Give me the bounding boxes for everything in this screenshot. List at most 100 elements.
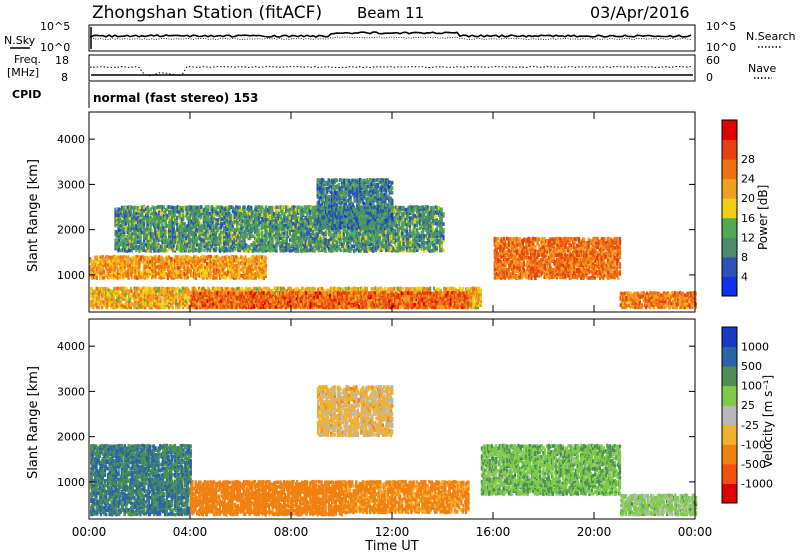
echo-cell bbox=[99, 263, 102, 268]
echo-cell bbox=[323, 301, 326, 305]
echo-cell bbox=[104, 261, 108, 265]
echo-cell bbox=[225, 300, 228, 305]
echo-cell bbox=[213, 295, 216, 300]
echo-cell bbox=[131, 268, 134, 272]
nsky-tick-bottom: 10^0 bbox=[40, 41, 70, 54]
echo-cell bbox=[195, 299, 198, 303]
echo-cell bbox=[477, 286, 480, 291]
echo-cell bbox=[185, 261, 188, 265]
echo-cell bbox=[173, 298, 176, 303]
echo-cell bbox=[385, 305, 388, 309]
echo-cell bbox=[218, 299, 221, 304]
echo-cell bbox=[166, 286, 169, 291]
echo-cell bbox=[256, 303, 260, 307]
echo-cell bbox=[186, 267, 189, 272]
echo-cell bbox=[94, 269, 97, 273]
echo-cell bbox=[298, 303, 301, 307]
echo-cell bbox=[170, 291, 173, 296]
echo-cell bbox=[96, 255, 99, 260]
echo-cell bbox=[215, 263, 218, 268]
echo-cell bbox=[467, 289, 470, 293]
echo-cell bbox=[338, 292, 341, 296]
echo-cell bbox=[357, 299, 360, 303]
echo-cell bbox=[240, 255, 243, 259]
echo-cell bbox=[193, 275, 196, 280]
echo-cell bbox=[500, 267, 503, 272]
echo-cell bbox=[108, 303, 111, 308]
echo-cell bbox=[154, 286, 158, 291]
echo-cell bbox=[376, 299, 379, 304]
echo-cell bbox=[106, 260, 109, 264]
echo-cell bbox=[470, 291, 473, 295]
echo-cell bbox=[188, 299, 192, 303]
echo-cell bbox=[276, 286, 279, 291]
echo-cell bbox=[122, 297, 125, 301]
echo-cell bbox=[280, 288, 283, 293]
echo-cell bbox=[227, 293, 230, 298]
nave-tick-bottom: 0 bbox=[706, 71, 713, 84]
echo-cell bbox=[264, 267, 267, 272]
echo-cell bbox=[262, 299, 265, 303]
echo-cell bbox=[116, 294, 119, 299]
echo-cell bbox=[229, 270, 232, 274]
echo-cell bbox=[135, 255, 138, 260]
echo-cell bbox=[311, 286, 314, 291]
echo-cell bbox=[193, 255, 196, 259]
echo-cell bbox=[93, 295, 96, 300]
echo-cell bbox=[438, 297, 441, 301]
echo-cell bbox=[114, 303, 117, 308]
echo-cell bbox=[207, 268, 211, 272]
echo-cell bbox=[144, 289, 147, 293]
echo-cell bbox=[154, 265, 157, 270]
echo-cell bbox=[177, 296, 180, 301]
echo-cell bbox=[172, 270, 175, 274]
echo-cell bbox=[465, 287, 468, 291]
echo-cell bbox=[336, 287, 339, 291]
echo-cell bbox=[511, 260, 514, 264]
echo-cell bbox=[370, 301, 373, 306]
echo-cell bbox=[516, 237, 519, 242]
echo-cell bbox=[121, 288, 124, 293]
echo-cell bbox=[171, 305, 174, 310]
echo-cell bbox=[521, 241, 524, 246]
echo-cell bbox=[177, 266, 180, 270]
echo-cell bbox=[475, 291, 478, 295]
echo-cell bbox=[506, 268, 509, 272]
echo-cell bbox=[171, 289, 174, 293]
echo-cell bbox=[383, 305, 386, 310]
echo-cell bbox=[296, 303, 299, 307]
echo-cell bbox=[437, 305, 440, 309]
echo-cell bbox=[254, 265, 257, 270]
echo-cell bbox=[210, 305, 213, 310]
echo-cell bbox=[238, 257, 241, 261]
echo-cell bbox=[182, 303, 185, 308]
echo-cell bbox=[380, 287, 383, 291]
echo-cell bbox=[123, 274, 126, 278]
echo-cell bbox=[173, 265, 176, 269]
echo-cell bbox=[356, 293, 359, 297]
echo-cell bbox=[464, 305, 467, 310]
echo-cell bbox=[264, 269, 267, 274]
echo-cell bbox=[206, 286, 209, 291]
echo-cell bbox=[508, 276, 511, 280]
echo-cell bbox=[230, 297, 233, 302]
echo-cell bbox=[227, 257, 230, 262]
echo-cell bbox=[92, 303, 95, 308]
echo-cell bbox=[193, 297, 196, 302]
echo-cell bbox=[500, 245, 503, 250]
echo-cell bbox=[243, 289, 246, 293]
echo-cell bbox=[202, 269, 205, 273]
echo-cell bbox=[139, 274, 142, 278]
echo-cell bbox=[94, 290, 97, 295]
echo-cell bbox=[513, 275, 516, 279]
echo-cell bbox=[148, 295, 151, 299]
echo-cell bbox=[387, 293, 390, 298]
echo-cell bbox=[177, 292, 180, 297]
echo-cell bbox=[338, 297, 341, 301]
echo-cell bbox=[201, 271, 204, 275]
echo-cell bbox=[139, 287, 142, 292]
echo-cell bbox=[234, 266, 237, 270]
echo-cell bbox=[306, 286, 309, 291]
echo-cell bbox=[388, 301, 391, 305]
